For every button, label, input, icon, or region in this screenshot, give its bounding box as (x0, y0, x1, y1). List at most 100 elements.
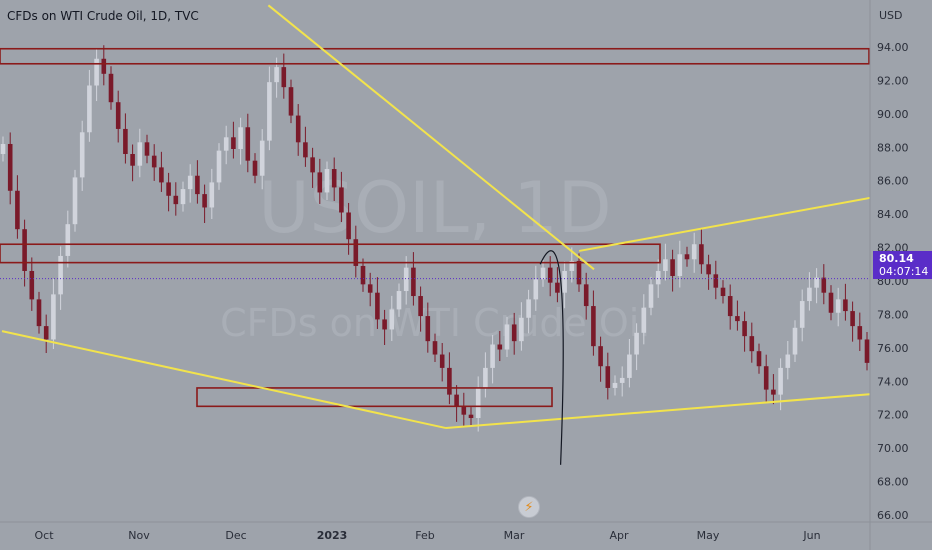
candle (454, 385, 459, 422)
candle (835, 287, 841, 327)
candle (490, 334, 495, 384)
candle (569, 247, 575, 283)
candle (850, 301, 855, 342)
candle (166, 172, 171, 212)
candle (58, 246, 63, 310)
candle (173, 182, 179, 216)
candle (418, 286, 423, 332)
x-tick-label: Oct (34, 529, 54, 542)
trendline[interactable] (445, 380, 932, 430)
candle (137, 128, 143, 178)
candle (763, 354, 769, 404)
candle (223, 125, 229, 165)
x-tick-label: Jun (802, 529, 820, 542)
candle (814, 268, 819, 304)
candle (591, 290, 596, 356)
candle (497, 330, 503, 362)
candle (612, 375, 618, 396)
y-tick-label: 68.00 (877, 476, 909, 489)
candle (295, 104, 301, 156)
candle (677, 240, 683, 288)
currency-label: USD (879, 9, 903, 22)
candle (691, 232, 697, 273)
candle (324, 161, 330, 200)
candle (742, 311, 747, 352)
chart-legend[interactable]: CFDs on WTI Crude Oil, 1D, TVC (7, 9, 199, 23)
support-resistance-zone[interactable] (0, 243, 661, 264)
projection-path[interactable] (539, 250, 564, 465)
candle (367, 272, 373, 307)
candle (151, 144, 157, 181)
candle (605, 352, 611, 400)
candle (281, 53, 287, 99)
bar-countdown: 04:07:14 (879, 265, 929, 278)
x-tick-label: 2023 (317, 529, 348, 542)
candle (447, 352, 452, 405)
candle (792, 320, 798, 363)
candle (511, 312, 517, 355)
candle (619, 366, 625, 397)
candle (346, 202, 351, 255)
candle (115, 90, 121, 143)
trendline[interactable] (267, 4, 595, 271)
candle (483, 352, 488, 398)
y-tick-label: 86.00 (877, 175, 909, 188)
support-resistance-zone[interactable] (196, 387, 553, 408)
candle (807, 272, 812, 311)
candle (727, 284, 733, 330)
x-tick-label: Dec (225, 529, 246, 542)
candle (821, 264, 827, 305)
candle (699, 228, 704, 274)
candle (180, 181, 186, 212)
candle (706, 254, 711, 290)
candle (108, 66, 114, 110)
candle (51, 278, 56, 350)
candle (864, 331, 870, 371)
candle (187, 164, 193, 203)
x-tick-label: May (697, 529, 720, 542)
y-tick-label: 70.00 (877, 442, 909, 455)
candle (843, 283, 848, 321)
candle (29, 257, 35, 311)
y-tick-label: 72.00 (877, 409, 909, 422)
candle (684, 246, 690, 267)
candle (303, 126, 308, 167)
candle (663, 243, 668, 281)
last-price-tag: 80.14 04:07:14 (873, 251, 932, 279)
candle (785, 340, 791, 380)
x-tick-label: Apr (609, 529, 629, 542)
candle (252, 153, 258, 184)
candle (310, 147, 315, 188)
candle (245, 113, 251, 173)
candle (209, 168, 215, 220)
last-price-value: 80.14 (879, 252, 914, 265)
trendline[interactable] (1, 330, 447, 430)
candle (555, 267, 560, 303)
candle (735, 300, 740, 331)
candle (461, 392, 467, 427)
candle (562, 261, 567, 309)
y-tick-label: 92.00 (877, 74, 909, 87)
candle (382, 309, 387, 345)
candle (339, 171, 344, 223)
candle (216, 143, 222, 190)
candle (231, 121, 236, 159)
y-tick-label: 76.00 (877, 342, 909, 355)
y-tick-label: 84.00 (877, 208, 909, 221)
symbol-watermark: USOIL, 1D CFDs on WTI Crude Oil (220, 167, 650, 345)
candle (583, 272, 589, 320)
candle (468, 407, 474, 426)
candle (87, 69, 92, 142)
lightning-icon[interactable]: ⚡ (518, 496, 540, 518)
candle (403, 256, 409, 305)
candle (648, 276, 654, 316)
candle (655, 259, 661, 298)
candle (540, 260, 546, 287)
support-resistance-zone[interactable] (0, 47, 870, 65)
candle (857, 312, 863, 352)
candle (439, 342, 445, 382)
candle (641, 294, 647, 345)
candle (389, 295, 395, 341)
